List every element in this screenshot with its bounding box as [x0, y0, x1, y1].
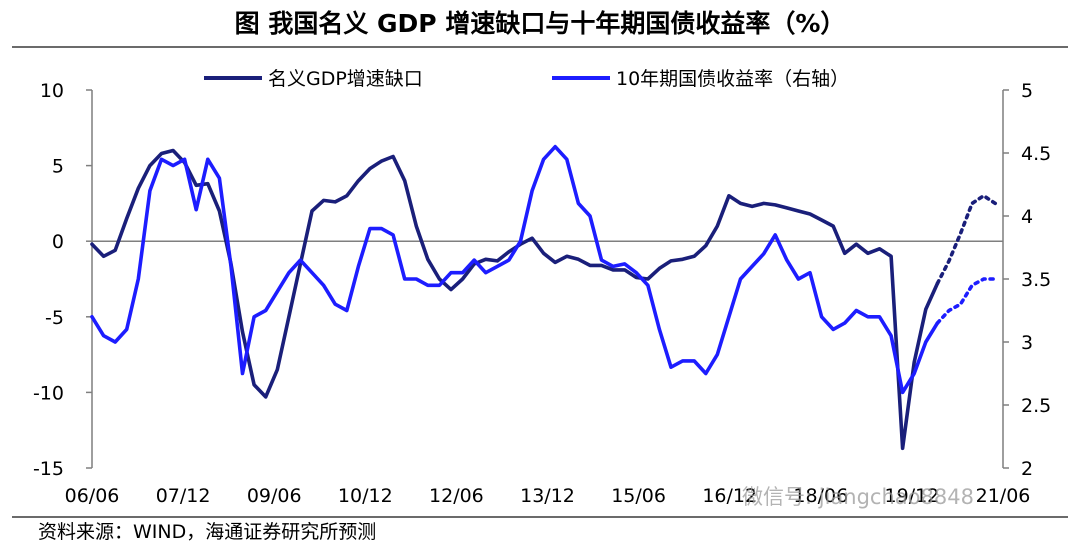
- watermark: 微信号: jiangchao8848: [742, 485, 974, 509]
- x-tick-label: 16/12: [702, 485, 757, 507]
- x-tick-label: 06/06: [65, 485, 120, 507]
- x-tick-label: 07/12: [156, 485, 211, 507]
- x-tick-label: 09/06: [247, 485, 302, 507]
- y-right-tick-label: 4: [1021, 206, 1033, 228]
- chart-svg: 10 5 0 -5 -10 -15 5 4.5 4 3.5 3 2.5 2 06/06 07/12 09/06…: [33, 68, 1051, 509]
- series-group: [90, 144, 998, 451]
- axes-group: 10 5 0 -5 -10 -15 5 4.5 4 3.5 3 2.5 2 06/06 07/12 09/06…: [33, 80, 1051, 507]
- source-note: 资料来源：WIND，海通证券研究所预测: [38, 521, 377, 543]
- chart-title: 图 我国名义 GDP 增速缺口与十年期国债收益率（%）: [234, 9, 846, 38]
- title-divider: [12, 46, 1068, 48]
- x-tick-label: 10/12: [338, 485, 393, 507]
- y-right-tick-label: 2.5: [1021, 395, 1051, 417]
- y-left-tick-label: -10: [33, 382, 64, 404]
- x-tick-label: 18/06: [793, 485, 848, 507]
- gdp-gap-line: [90, 148, 940, 451]
- y-left-tick-label: 5: [52, 156, 64, 178]
- legend-bond-label: 10年期国债收益率（右轴）: [616, 68, 849, 90]
- x-tick-label: 15/06: [611, 485, 666, 507]
- footer-divider: [12, 516, 1068, 518]
- x-tick-label: 19/12: [885, 485, 940, 507]
- gdp-gap-forecast-line: [935, 193, 998, 286]
- x-tick-label: 12/06: [429, 485, 484, 507]
- y-right-tick-label: 4.5: [1021, 143, 1051, 165]
- x-tick-label: 21/06: [976, 485, 1031, 507]
- x-tick-label: 13/12: [520, 485, 575, 507]
- bond-yield-line: [90, 144, 940, 395]
- y-right-tick-label: 3.5: [1021, 269, 1051, 291]
- y-right-tick-label: 3: [1021, 332, 1033, 354]
- y-left-tick-label: 10: [40, 80, 64, 102]
- y-left-tick-label: -5: [45, 307, 64, 329]
- y-left-tick-label: -15: [33, 458, 64, 480]
- y-right-tick-label: 5: [1021, 80, 1033, 102]
- chart-area: 10 5 0 -5 -10 -15 5 4.5 4 3.5 3 2.5 2 06/06 07/12 09/06…: [0, 50, 1080, 516]
- y-right-tick-label: 2: [1021, 458, 1033, 480]
- legend: 名义GDP增速缺口 10年期国债收益率（右轴）: [204, 68, 849, 90]
- legend-gdp-label: 名义GDP增速缺口: [268, 68, 423, 90]
- y-left-tick-label: 0: [52, 231, 64, 253]
- bond-yield-forecast-line: [935, 277, 998, 325]
